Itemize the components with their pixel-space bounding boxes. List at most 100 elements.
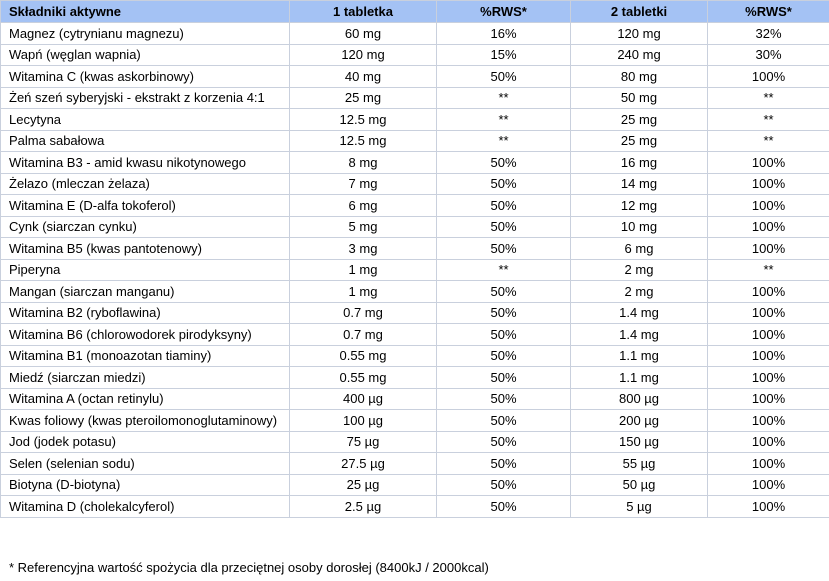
ingredient-name-cell: Witamina B5 (kwas pantotenowy)	[0, 237, 290, 260]
value-cell: 5 mg	[289, 215, 437, 238]
value-cell: **	[436, 258, 571, 281]
value-cell: 400 µg	[289, 387, 437, 410]
column-header-rws-one: %RWS*	[436, 0, 571, 23]
table-row: Żeń szeń syberyjski - ekstrakt z korzeni…	[0, 86, 829, 109]
value-cell: 25 mg	[570, 129, 708, 152]
column-header-one-tablet: 1 tabletka	[289, 0, 437, 23]
ingredient-name-cell: Biotyna (D-biotyna)	[0, 473, 290, 496]
table-row: Witamina E (D-alfa tokoferol) 6 mg 50% 12 m…	[0, 194, 829, 217]
table-row: Witamina B3 - amid kwasu nikotynowego 8 m…	[0, 151, 829, 174]
value-cell: 14 mg	[570, 172, 708, 195]
value-cell: 15%	[436, 43, 571, 66]
value-cell: 50%	[436, 473, 571, 496]
value-cell: 100%	[707, 280, 829, 303]
value-cell: 30%	[707, 43, 829, 66]
ingredient-name-cell: Żeń szeń syberyjski - ekstrakt z korzeni…	[0, 86, 290, 109]
value-cell: 7 mg	[289, 172, 437, 195]
table-row: Witamina A (octan retinylu) 400 µg 50% 800 …	[0, 387, 829, 410]
value-cell: **	[707, 108, 829, 131]
table-row: Biotyna (D-biotyna) 25 µg 50% 50 µg 100%	[0, 473, 829, 496]
ingredient-name-cell: Mangan (siarczan manganu)	[0, 280, 290, 303]
active-ingredients-table: Składniki aktywne 1 tabletka %RWS* 2 tab…	[0, 0, 829, 518]
ingredient-name-cell: Witamina A (octan retinylu)	[0, 387, 290, 410]
value-cell: 27.5 µg	[289, 452, 437, 475]
value-cell: 50%	[436, 172, 571, 195]
value-cell: 12 mg	[570, 194, 708, 217]
value-cell: 100%	[707, 301, 829, 324]
value-cell: 2.5 µg	[289, 495, 437, 518]
value-cell: **	[707, 258, 829, 281]
ingredient-name-cell: Witamina B1 (monoazotan tiaminy)	[0, 344, 290, 367]
value-cell: 6 mg	[570, 237, 708, 260]
table-row: Mangan (siarczan manganu) 1 mg 50% 2 mg 100%	[0, 280, 829, 303]
ingredient-name-cell: Jod (jodek potasu)	[0, 430, 290, 453]
column-header-two-tablets: 2 tabletki	[570, 0, 708, 23]
ingredient-name-cell: Miedź (siarczan miedzi)	[0, 366, 290, 389]
value-cell: 40 mg	[289, 65, 437, 88]
value-cell: **	[436, 129, 571, 152]
value-cell: **	[436, 108, 571, 131]
value-cell: 50%	[436, 430, 571, 453]
value-cell: 0.7 mg	[289, 301, 437, 324]
ingredient-name-cell: Magnez (cytrynianu magnezu)	[0, 22, 290, 45]
value-cell: 1.1 mg	[570, 366, 708, 389]
value-cell: 100%	[707, 194, 829, 217]
ingredient-name-cell: Cynk (siarczan cynku)	[0, 215, 290, 238]
ingredient-name-cell: Żelazo (mleczan żelaza)	[0, 172, 290, 195]
ingredient-name-cell: Selen (selenian sodu)	[0, 452, 290, 475]
value-cell: 100%	[707, 65, 829, 88]
value-cell: 5 µg	[570, 495, 708, 518]
value-cell: 120 mg	[570, 22, 708, 45]
table-row: Lecytyna 12.5 mg ** 25 mg **	[0, 108, 829, 131]
ingredient-name-cell: Witamina B2 (ryboflawina)	[0, 301, 290, 324]
value-cell: 0.55 mg	[289, 366, 437, 389]
value-cell: 50%	[436, 387, 571, 410]
value-cell: 150 µg	[570, 430, 708, 453]
ingredient-name-cell: Witamina B3 - amid kwasu nikotynowego	[0, 151, 290, 174]
table-row: Witamina B2 (ryboflawina) 0.7 mg 50% 1.4 mg…	[0, 301, 829, 324]
value-cell: 50%	[436, 452, 571, 475]
value-cell: 100%	[707, 366, 829, 389]
value-cell: 200 µg	[570, 409, 708, 432]
ingredient-name-cell: Wapń (węglan wapnia)	[0, 43, 290, 66]
value-cell: 8 mg	[289, 151, 437, 174]
value-cell: 120 mg	[289, 43, 437, 66]
value-cell: 16 mg	[570, 151, 708, 174]
value-cell: 0.7 mg	[289, 323, 437, 346]
value-cell: 2 mg	[570, 280, 708, 303]
value-cell: 100%	[707, 452, 829, 475]
table-row: Piperyna 1 mg ** 2 mg **	[0, 258, 829, 281]
value-cell: 100 µg	[289, 409, 437, 432]
value-cell: 1.1 mg	[570, 344, 708, 367]
table-row: Witamina B1 (monoazotan tiaminy) 0.55 mg 5…	[0, 344, 829, 367]
value-cell: 75 µg	[289, 430, 437, 453]
value-cell: 50%	[436, 323, 571, 346]
value-cell: **	[707, 86, 829, 109]
ingredient-name-cell: Kwas foliowy (kwas pteroilomonoglutamino…	[0, 409, 290, 432]
value-cell: 25 mg	[570, 108, 708, 131]
table-row: Selen (selenian sodu) 27.5 µg 50% 55 µg 100%	[0, 452, 829, 475]
value-cell: 100%	[707, 430, 829, 453]
value-cell: 240 mg	[570, 43, 708, 66]
ingredient-name-cell: Witamina B6 (chlorowodorek pirodyksyny)	[0, 323, 290, 346]
value-cell: 100%	[707, 172, 829, 195]
value-cell: 50%	[436, 237, 571, 260]
ingredient-name-cell: Lecytyna	[0, 108, 290, 131]
value-cell: 100%	[707, 473, 829, 496]
value-cell: 50%	[436, 65, 571, 88]
table-body: Magnez (cytrynianu magnezu) 60 mg 16% 120 m…	[0, 22, 829, 518]
table-row: Kwas foliowy (kwas pteroilomonoglutamino…	[0, 409, 829, 432]
value-cell: 16%	[436, 22, 571, 45]
value-cell: 50%	[436, 366, 571, 389]
value-cell: 50%	[436, 215, 571, 238]
ingredient-name-cell: Witamina E (D-alfa tokoferol)	[0, 194, 290, 217]
ingredient-name-cell: Piperyna	[0, 258, 290, 281]
table-row: Magnez (cytrynianu magnezu) 60 mg 16% 120 m…	[0, 22, 829, 45]
value-cell: 2 mg	[570, 258, 708, 281]
value-cell: 50 µg	[570, 473, 708, 496]
value-cell: 12.5 mg	[289, 129, 437, 152]
value-cell: 50 mg	[570, 86, 708, 109]
value-cell: **	[707, 129, 829, 152]
table-row: Witamina B5 (kwas pantotenowy) 3 mg 50% 6 m…	[0, 237, 829, 260]
table-row: Witamina C (kwas askorbinowy) 40 mg 50% 80 …	[0, 65, 829, 88]
